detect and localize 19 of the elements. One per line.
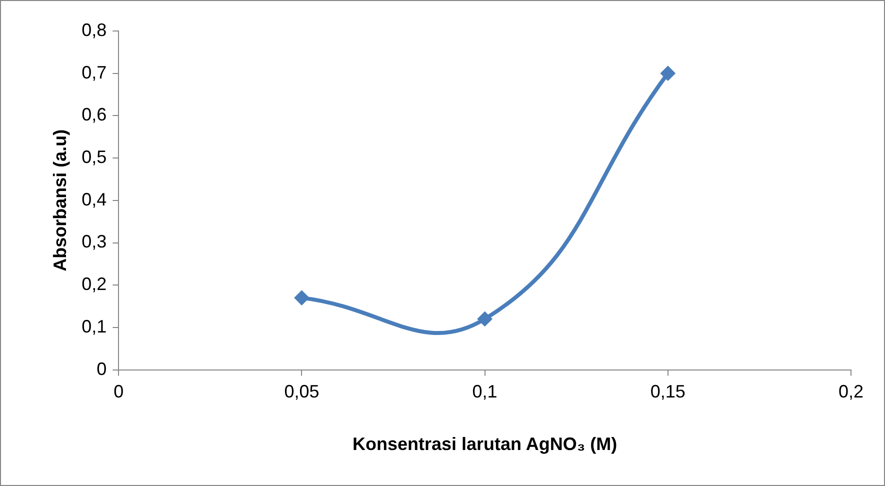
x-tick-label: 0,2 bbox=[838, 382, 864, 402]
y-tick-label: 0 bbox=[96, 358, 107, 379]
point bbox=[294, 290, 310, 306]
y-tick-label: 0,3 bbox=[82, 232, 107, 252]
y-tick-label: 0,5 bbox=[82, 147, 107, 168]
x-tick-label: 0 bbox=[114, 382, 124, 402]
y-tick-label: 0,8 bbox=[82, 20, 107, 40]
y-tick-label: 0,4 bbox=[82, 189, 107, 210]
y-axis-title: Absorbansi (a.u) bbox=[50, 129, 70, 272]
x-tick-label: 0,15 bbox=[650, 382, 686, 402]
x-tick-label: 0,1 bbox=[472, 382, 498, 402]
y-tick-label: 0,6 bbox=[82, 104, 107, 125]
y-tick-label: 0,1 bbox=[82, 316, 107, 336]
point bbox=[477, 311, 492, 326]
x-axis-title: Konsentrasi larutan AgNO₃ (M) bbox=[352, 434, 618, 454]
point bbox=[660, 66, 676, 81]
x-tick-label: 0,05 bbox=[284, 382, 320, 402]
y-tick-label: 0,7 bbox=[82, 62, 107, 82]
y-tick-label: 0,2 bbox=[82, 274, 107, 294]
